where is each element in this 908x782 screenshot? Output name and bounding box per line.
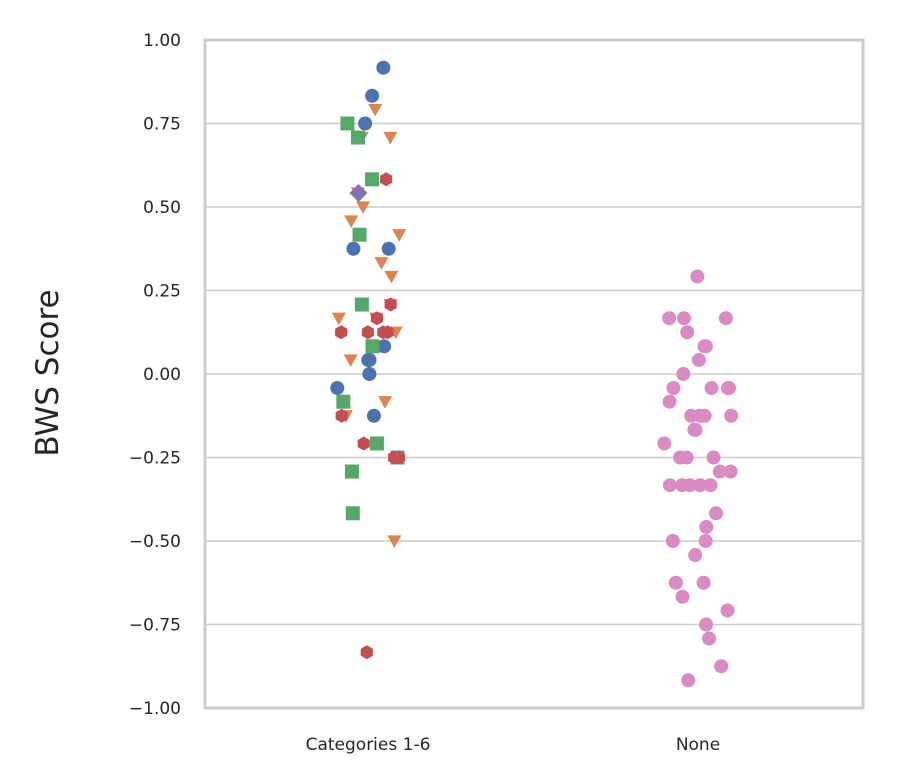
y-tick-label: 0.25 [143, 282, 181, 302]
data-point-circle [688, 548, 703, 563]
data-point-hexagon [377, 325, 390, 340]
data-point-hexagon [360, 645, 373, 660]
data-point-hexagon [380, 172, 393, 187]
data-point-circle [365, 88, 380, 103]
y-tick-label: 0.75 [143, 115, 181, 135]
x-tick-labels: Categories 1-6 None [306, 735, 721, 755]
data-point-circle [657, 436, 672, 451]
axes [203, 38, 865, 710]
data-point-circle [690, 269, 705, 284]
data-point-diamond [349, 183, 368, 202]
data-point-circle [724, 408, 739, 423]
y-tick-label: −0.50 [129, 532, 181, 552]
data-point-hexagon [335, 325, 348, 340]
data-point-triangle [344, 215, 359, 229]
data-point-circle [662, 478, 677, 493]
data-point-circle [693, 478, 708, 493]
data-point-circle [376, 60, 391, 75]
data-point-circle [703, 478, 718, 493]
data-point-circle [362, 367, 377, 381]
data-point-triangle [343, 354, 358, 367]
data-point-triangle [374, 257, 389, 270]
data-point-circle [673, 450, 688, 465]
data-point-square [350, 130, 365, 145]
data-point-triangle [383, 131, 398, 145]
data-point-circle [665, 534, 680, 548]
data-point-circle [666, 381, 681, 396]
y-tick-label: −1.00 [129, 699, 181, 719]
data-point-circle [723, 464, 738, 479]
y-tick-label: 0.00 [143, 365, 181, 385]
y-tick-label: 1.00 [143, 31, 181, 51]
x-tick-label: None [676, 735, 720, 755]
plot-frame [203, 38, 865, 710]
data-point-circle [366, 408, 381, 423]
data-point-circle [702, 631, 717, 646]
data-point-circle [358, 116, 373, 131]
data-point-circle [697, 408, 712, 423]
y-tick-labels: 1.00 0.75 0.50 0.25 0.00 −0.25 −0.50 −0.75 −1.00 [129, 31, 181, 719]
data-point-circle [662, 311, 677, 326]
data-point-triangle [368, 103, 383, 117]
data-point-circle [720, 603, 735, 618]
data-point-circle [680, 325, 695, 340]
data-point-circle [704, 381, 719, 396]
data-point-hexagon [357, 436, 370, 451]
data-point-hexagon [370, 311, 384, 326]
data-point-circle [718, 311, 733, 326]
data-point-circle [676, 311, 691, 326]
data-point-circle [681, 673, 696, 688]
data-point-circle [675, 589, 690, 604]
data-point-circle [691, 352, 706, 367]
data-point-hexagon [388, 450, 401, 465]
data-point-circle [688, 422, 703, 437]
y-tick-label: 0.50 [143, 198, 181, 218]
data-point-circle [330, 381, 345, 396]
grid-lines [205, 122, 863, 626]
data-point-circle [346, 241, 361, 256]
data-point-square [352, 227, 367, 242]
data-point-circle [676, 367, 691, 381]
x-tick-label: Categories 1-6 [306, 735, 431, 755]
data-point-circle [381, 241, 396, 256]
data-point-circle [662, 394, 677, 409]
data-point-circle [709, 506, 724, 521]
data-point-circle [696, 575, 711, 590]
data-point-square [336, 394, 351, 409]
data-point-circle [712, 464, 727, 479]
data-point-circle [714, 659, 729, 674]
data-point-square [354, 297, 369, 312]
data-point-triangle [384, 270, 399, 284]
data-point-hexagon [335, 408, 348, 423]
data-point-circle [362, 352, 377, 367]
data-point-hexagon [384, 297, 397, 312]
data-point-circle [699, 519, 714, 534]
data-point-hexagon [361, 325, 374, 340]
data-point-triangle [392, 229, 407, 242]
data-point-square [365, 172, 380, 187]
data-point-circle [697, 339, 712, 354]
y-axis-label: BWS Score [30, 289, 66, 456]
data-point-square [340, 116, 355, 131]
data-point-triangle [387, 535, 402, 548]
data-point-circle [706, 450, 721, 465]
data-point-circle [698, 534, 713, 548]
data-point-square [369, 436, 384, 451]
data-point-square [344, 464, 359, 479]
data-point-square [345, 506, 360, 521]
data-point-circle [699, 617, 714, 632]
data-point-circle [377, 339, 392, 354]
data-points [330, 60, 739, 688]
data-point-triangle [331, 312, 346, 326]
data-point-triangle [356, 201, 371, 214]
data-point-square [365, 339, 380, 354]
y-tick-label: −0.75 [129, 616, 181, 636]
data-point-circle [684, 408, 699, 423]
y-tick-label: −0.25 [129, 449, 181, 469]
data-point-circle [721, 381, 736, 396]
data-point-circle [682, 478, 697, 493]
data-point-triangle [378, 396, 393, 409]
data-point-circle [668, 575, 683, 590]
